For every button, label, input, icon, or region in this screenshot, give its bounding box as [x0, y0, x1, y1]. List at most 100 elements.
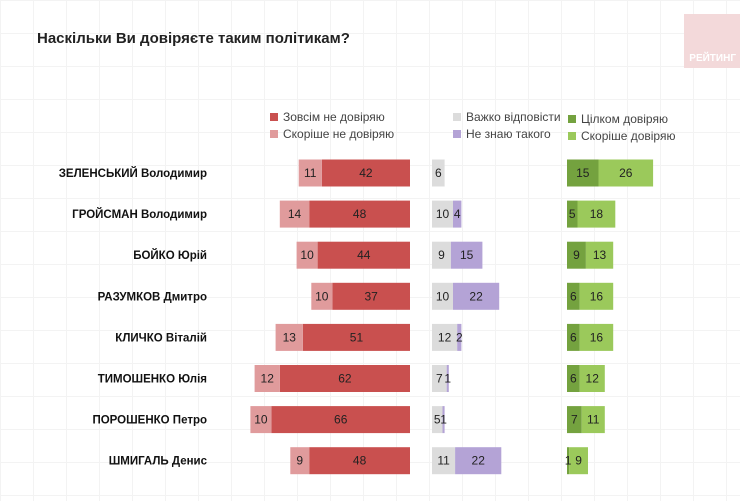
bar-rather-distrust — [311, 282, 333, 310]
category-label: ТИМОШЕНКО Юлія — [98, 374, 207, 386]
bar-hard-to-say — [432, 406, 443, 434]
bar-strongly-distrust — [321, 159, 410, 187]
data-label: 9 — [575, 454, 582, 468]
bar-hard-to-say — [432, 159, 445, 187]
bar-fully-trust — [567, 159, 599, 187]
bar-rather-trust — [579, 365, 605, 392]
data-label: 15 — [460, 248, 474, 262]
data-label: 26 — [619, 166, 633, 180]
bar-rather-distrust — [254, 365, 280, 392]
data-label: 7 — [436, 372, 443, 386]
data-label: 15 — [576, 166, 590, 180]
legend-item: Зовсім не довіряю — [270, 108, 394, 125]
bar-fully-trust — [567, 323, 580, 351]
data-label: 66 — [334, 413, 348, 427]
bar-dont-know — [442, 406, 445, 434]
bar-hard-to-say — [432, 282, 453, 310]
chart-title: Наскільки Ви довіряєте таким політикам? — [37, 30, 350, 47]
bar-rather-distrust — [298, 159, 322, 187]
bar-hard-to-say — [432, 365, 447, 392]
data-label: 51 — [350, 330, 364, 344]
bar-dont-know — [453, 200, 462, 228]
bar-strongly-distrust — [302, 323, 410, 351]
data-label: 48 — [353, 454, 367, 468]
data-label: 14 — [288, 207, 302, 221]
data-label: 42 — [359, 166, 373, 180]
logo-text: РЕЙТИНГ — [689, 53, 736, 64]
bar-rather-trust — [569, 447, 588, 475]
legend-neutral: Важко відповісти Не знаю такого — [453, 108, 561, 142]
data-label: 11 — [304, 166, 317, 180]
data-label: 16 — [590, 330, 604, 344]
bar-dont-know — [453, 282, 500, 310]
data-label: 10 — [315, 289, 329, 303]
data-label: 1 — [565, 454, 572, 468]
bar-fully-trust — [567, 200, 578, 228]
category-label: РАЗУМКОВ Дмитро — [98, 291, 207, 303]
bar-dont-know — [457, 323, 462, 351]
bar-fully-trust — [567, 365, 580, 392]
bar-rather-distrust — [250, 406, 272, 434]
bar-hard-to-say — [432, 200, 453, 228]
legend-distrust: Зовсім не довіряю Скоріше не довіряю — [270, 108, 394, 142]
data-label: 6 — [570, 289, 577, 303]
bar-strongly-distrust — [332, 282, 410, 310]
logo: РЕЙТИНГ — [684, 14, 740, 68]
bar-strongly-distrust — [279, 365, 410, 392]
data-label: 16 — [590, 289, 604, 303]
bar-rather-trust — [579, 323, 614, 351]
data-label: 12 — [586, 372, 600, 386]
data-label: 12 — [261, 372, 275, 386]
category-label: ГРОЙСМАН Володимир — [72, 208, 207, 221]
category-label: ПОРОШЕНКО Петро — [92, 415, 207, 427]
data-label: 44 — [357, 248, 371, 262]
data-label: 11 — [587, 413, 600, 427]
data-label: 9 — [296, 454, 303, 468]
data-label: 37 — [364, 289, 378, 303]
data-label: 5 — [434, 413, 441, 427]
data-label: 10 — [254, 413, 268, 427]
data-label: 4 — [454, 207, 461, 221]
legend-trust: Цілком довіряю Скоріше довіряю — [568, 110, 675, 144]
bar-strongly-distrust — [317, 241, 410, 269]
data-label: 10 — [436, 207, 450, 221]
data-label: 62 — [338, 372, 352, 386]
data-label: 13 — [593, 248, 607, 262]
data-label: 1 — [440, 413, 447, 427]
data-label: 9 — [438, 248, 445, 262]
bar-fully-trust — [567, 447, 570, 475]
bar-rather-trust — [577, 200, 616, 228]
category-label: ШМИГАЛЬ Денис — [109, 456, 208, 468]
bar-rather-distrust — [290, 447, 310, 475]
data-label: 10 — [300, 248, 314, 262]
bar-fully-trust — [567, 282, 580, 310]
bar-dont-know — [446, 365, 449, 392]
bar-dont-know — [455, 447, 502, 475]
bar-rather-trust — [581, 406, 605, 434]
data-label: 6 — [570, 372, 577, 386]
legend-item: Скоріше не довіряю — [270, 125, 394, 142]
bar-rather-distrust — [275, 323, 303, 351]
bar-hard-to-say — [432, 241, 451, 269]
data-label: 6 — [570, 330, 577, 344]
bar-hard-to-say — [432, 447, 456, 475]
data-label: 1 — [444, 372, 451, 386]
bar-rather-distrust — [296, 241, 318, 269]
bar-rather-distrust — [279, 200, 310, 228]
data-label: 12 — [438, 330, 452, 344]
data-label: 22 — [472, 454, 486, 468]
data-label: 9 — [573, 248, 580, 262]
data-label: 2 — [456, 330, 463, 344]
data-label: 7 — [571, 413, 578, 427]
bar-strongly-distrust — [309, 200, 410, 228]
legend-item: Скоріше довіряю — [568, 127, 675, 144]
category-label: КЛИЧКО Віталій — [115, 332, 207, 344]
legend-item: Цілком довіряю — [568, 110, 675, 127]
category-label: ЗЕЛЕНСЬКИЙ Володимир — [59, 167, 207, 180]
bar-dont-know — [450, 241, 483, 269]
data-label: 18 — [590, 207, 604, 221]
data-label: 5 — [569, 207, 576, 221]
data-label: 13 — [283, 330, 297, 344]
legend-item: Не знаю такого — [453, 125, 561, 142]
